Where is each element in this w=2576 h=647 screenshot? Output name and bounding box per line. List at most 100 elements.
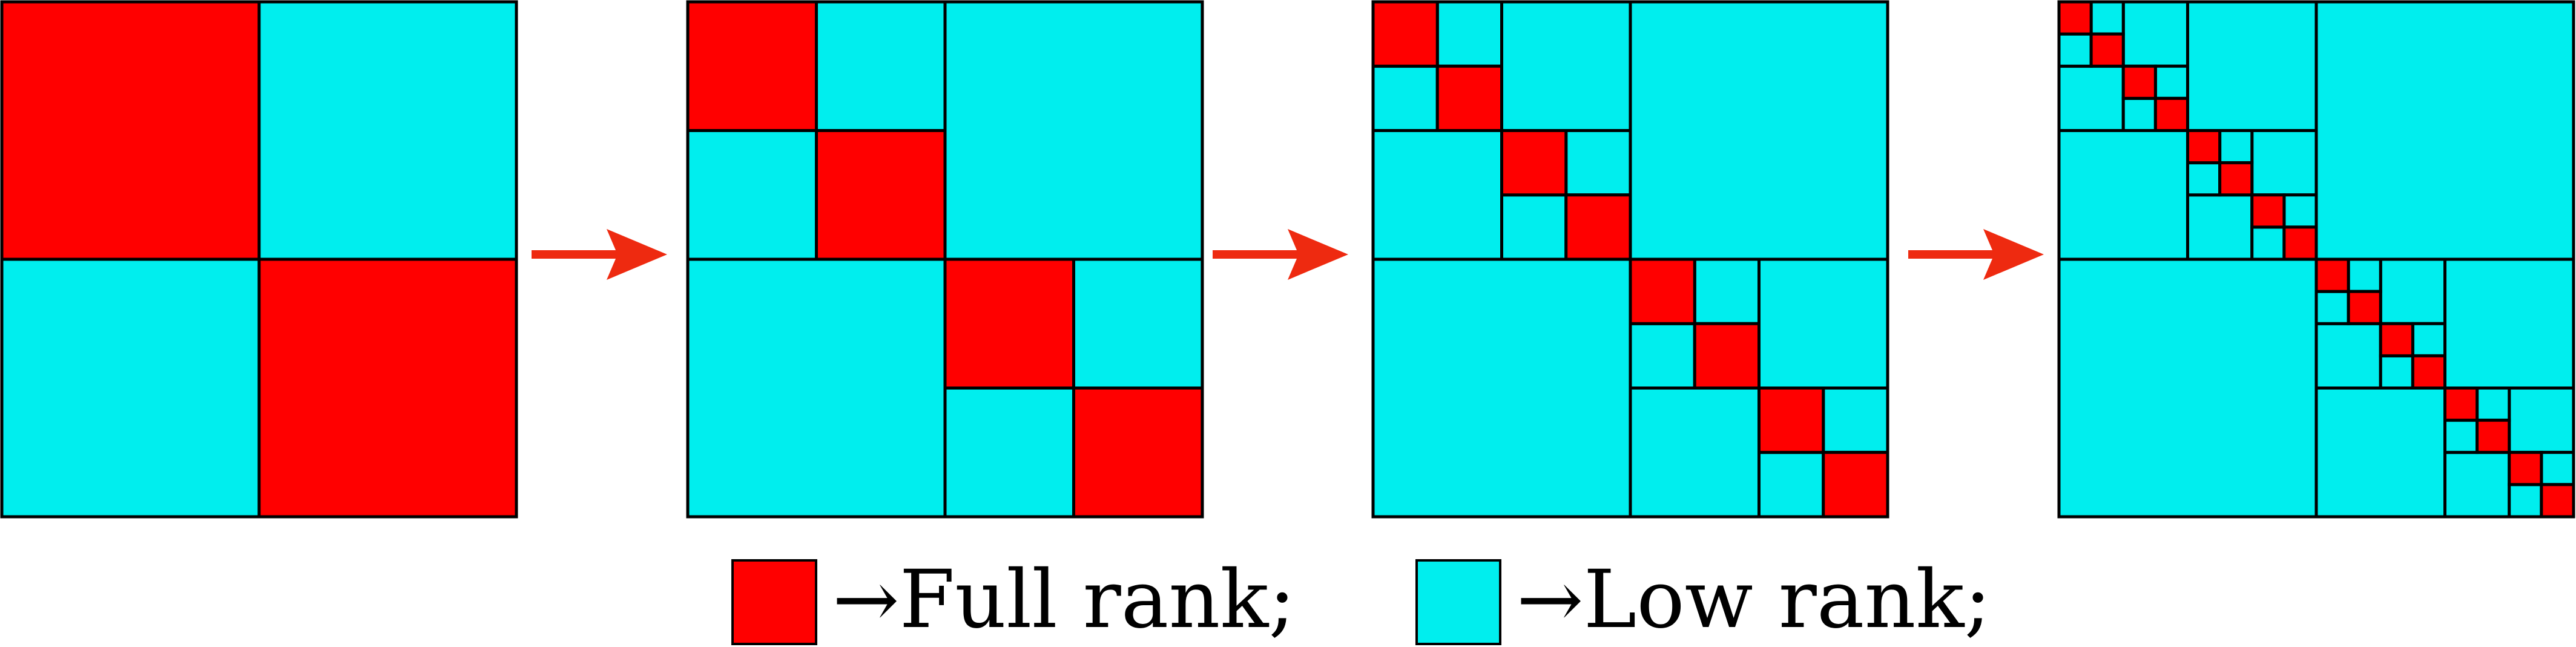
low-rank-block [2153, 64, 2189, 100]
low-rank-block [2314, 290, 2350, 325]
low-rank-block [2057, 32, 2093, 68]
low-rank-block [1629, 387, 1761, 519]
low-rank-block [2411, 322, 2446, 357]
low-rank-block [2057, 129, 2189, 261]
low-rank-block [815, 0, 947, 132]
low-rank-block [2314, 387, 2446, 519]
low-rank-block [943, 0, 1204, 261]
full-rank-block [2057, 0, 2093, 36]
low-rank-block [1371, 129, 1503, 261]
full-rank-block [1693, 322, 1761, 390]
full-rank-block [2186, 129, 2222, 165]
low-rank-block [1629, 322, 1696, 390]
low-rank-block [943, 387, 1075, 519]
matrix-panel-level-3 [1371, 0, 1889, 519]
full-rank-block [2153, 96, 2189, 132]
full-rank-block [257, 257, 518, 519]
full-rank-swatch [731, 559, 817, 645]
legend: →Full rank; →Low rank; [731, 553, 1991, 646]
low-rank-block [1757, 451, 1825, 519]
arrow-icon [1213, 229, 1348, 280]
low-rank-block [2250, 129, 2318, 197]
low-rank-block [2443, 451, 2511, 519]
low-rank-block [2443, 257, 2575, 390]
matrix-panel-level-4 [2057, 0, 2575, 519]
arrow-shaft [1213, 250, 1300, 259]
low-rank-block [1500, 0, 1632, 132]
low-rank-block [686, 129, 818, 261]
full-rank-block [2314, 257, 2350, 293]
full-rank-block [943, 257, 1075, 390]
low-rank-block [2379, 257, 2446, 325]
low-rank-block [1500, 193, 1568, 261]
low-rank-block [2057, 257, 2318, 519]
low-rank-block [2443, 419, 2479, 454]
full-rank-block [1371, 0, 1439, 68]
full-rank-block [2218, 161, 2254, 197]
low-rank-block [2379, 354, 2414, 390]
full-rank-block [2089, 32, 2125, 68]
low-rank-block [2089, 0, 2125, 36]
low-rank-block [2121, 0, 2189, 68]
low-rank-block [2314, 0, 2575, 261]
low-rank-block [2314, 322, 2382, 390]
arrow-head [1288, 229, 1348, 280]
low-rank-block [2218, 129, 2254, 165]
arrow-icon [1908, 229, 2044, 280]
low-rank-block [1371, 257, 1632, 519]
low-rank-block [686, 257, 947, 519]
low-rank-block [2540, 451, 2575, 486]
low-rank-block [2508, 387, 2575, 454]
low-rank-block [2282, 193, 2318, 229]
low-rank-block [2121, 96, 2157, 132]
full-rank-block [686, 0, 818, 132]
full-rank-block [1435, 64, 1503, 132]
low-rank-block [1072, 257, 1204, 390]
low-rank-block [2250, 225, 2286, 261]
low-rank-block [1371, 64, 1439, 132]
full-rank-block [2476, 419, 2511, 454]
full-rank-block [2411, 354, 2446, 390]
low-rank-block [2186, 161, 2222, 197]
low-rank-block [2186, 0, 2318, 132]
arrow-head [1983, 229, 2044, 280]
low-rank-block [1564, 129, 1632, 197]
arrow-shaft [1908, 250, 1995, 259]
full-rank-block [2347, 290, 2382, 325]
matrix-panel-level-2 [686, 0, 1204, 519]
low-rank-block [1629, 0, 1889, 261]
low-rank-block [0, 257, 261, 519]
low-rank-block [2347, 257, 2382, 293]
full-rank-block [2282, 225, 2318, 261]
full-rank-block [1629, 257, 1696, 325]
low-rank-block [2186, 193, 2254, 261]
full-rank-block [2540, 483, 2575, 519]
full-rank-block [1564, 193, 1632, 261]
full-rank-block [815, 129, 947, 261]
full-rank-block [1500, 129, 1568, 197]
matrix-panel-level-1 [0, 0, 518, 519]
low-rank-block [1757, 257, 1889, 390]
full-rank-block [2250, 193, 2286, 229]
full-rank-block [1072, 387, 1204, 519]
low-rank-block [257, 0, 518, 261]
full-rank-block [2121, 64, 2157, 100]
low-rank-block [1822, 387, 1889, 454]
full-rank-block [1822, 451, 1889, 519]
arrow-head [607, 229, 667, 280]
arrow-icon [532, 229, 667, 280]
low-rank-block [1435, 0, 1503, 68]
full-rank-block [0, 0, 261, 261]
low-rank-block [2508, 483, 2543, 519]
low-rank-swatch [1415, 559, 1501, 645]
full-rank-block [1757, 387, 1825, 454]
arrow-shaft [532, 250, 619, 259]
matrix-panels [0, 0, 2575, 519]
low-rank-label: →Low rank; [1517, 553, 1991, 646]
refinement-arrows [532, 229, 2044, 280]
full-rank-block [2508, 451, 2543, 486]
low-rank-block [1693, 257, 1761, 325]
full-rank-block [2443, 387, 2479, 422]
full-rank-label: →Full rank; [832, 553, 1296, 646]
